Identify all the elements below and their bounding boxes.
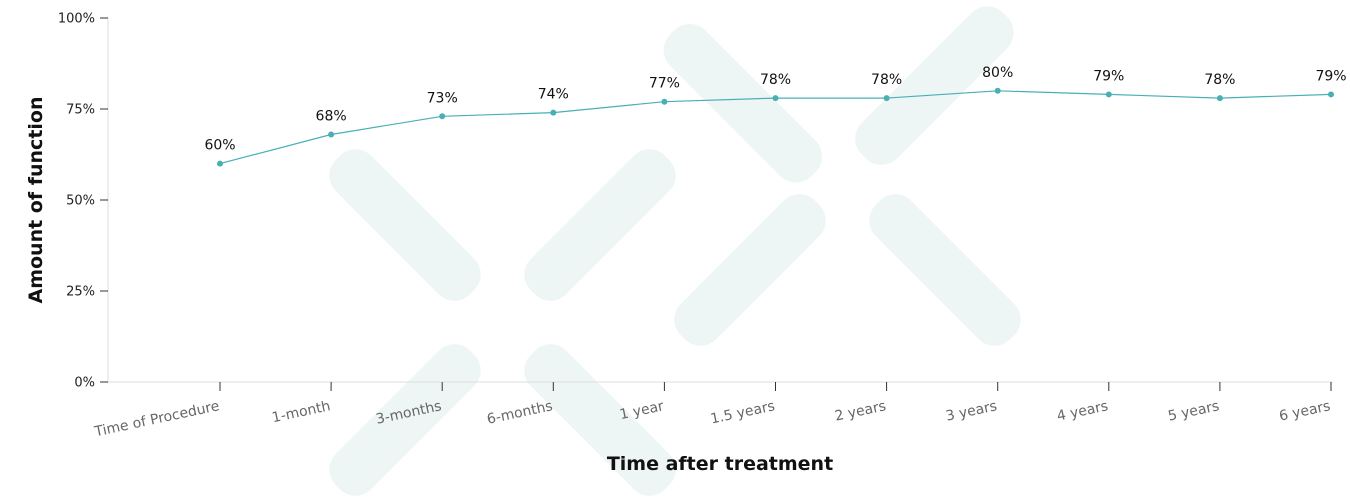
y-axis-title: Amount of function [25,97,47,304]
data-point [550,109,557,116]
data-label: 73% [427,90,458,106]
data-point [439,113,446,120]
data-label: 74% [538,87,569,103]
data-point [328,131,335,138]
x-axis-title: Time after treatment [607,453,833,475]
data-points [217,87,1334,167]
data-label: 78% [871,72,902,88]
data-point [661,98,668,105]
data-point [1328,91,1334,98]
data-label: 78% [760,72,791,88]
x-tick-label: Time of Procedure [92,398,221,440]
y-axis: 0% 25% 50% 75% 100% [58,12,109,391]
x-tick-label: 3 years [944,398,998,424]
x-axis: Time of Procedure 1-month 3-months 6-months… [92,381,1333,441]
data-point [1216,95,1223,102]
data-point [994,87,1001,94]
data-label: 60% [204,138,235,154]
x-tick-label: 5 years [1167,398,1221,424]
y-tick-label: 0% [74,376,95,391]
data-label: 77% [649,76,680,92]
data-labels: 60% 68% 73% 74% 77% 78% 78% 80% 79% 78% 79% [204,65,1346,154]
x-tick-label: 1 year [618,398,665,423]
x-tick-label: 6 years [1278,398,1332,424]
y-tick-label: 75% [66,103,95,118]
x-tick-label: 2 years [833,398,887,424]
data-point [883,95,890,102]
watermark-logo [329,6,1021,496]
data-label: 79% [1315,68,1346,84]
data-label: 80% [982,65,1013,81]
x-tick-label: 1-month [270,398,331,426]
data-point [217,160,223,167]
data-point [772,95,779,102]
x-tick-label: 6-months [486,398,555,428]
data-label: 78% [1204,72,1235,88]
y-tick-label: 25% [66,285,95,300]
data-point [1105,91,1112,98]
y-tick-label: 100% [58,12,95,27]
y-tick-label: 50% [66,194,95,209]
data-label: 79% [1093,68,1124,84]
data-label: 68% [316,108,347,124]
x-tick-label: 4 years [1056,398,1110,424]
x-tick-label: 1.5 years [709,398,776,427]
